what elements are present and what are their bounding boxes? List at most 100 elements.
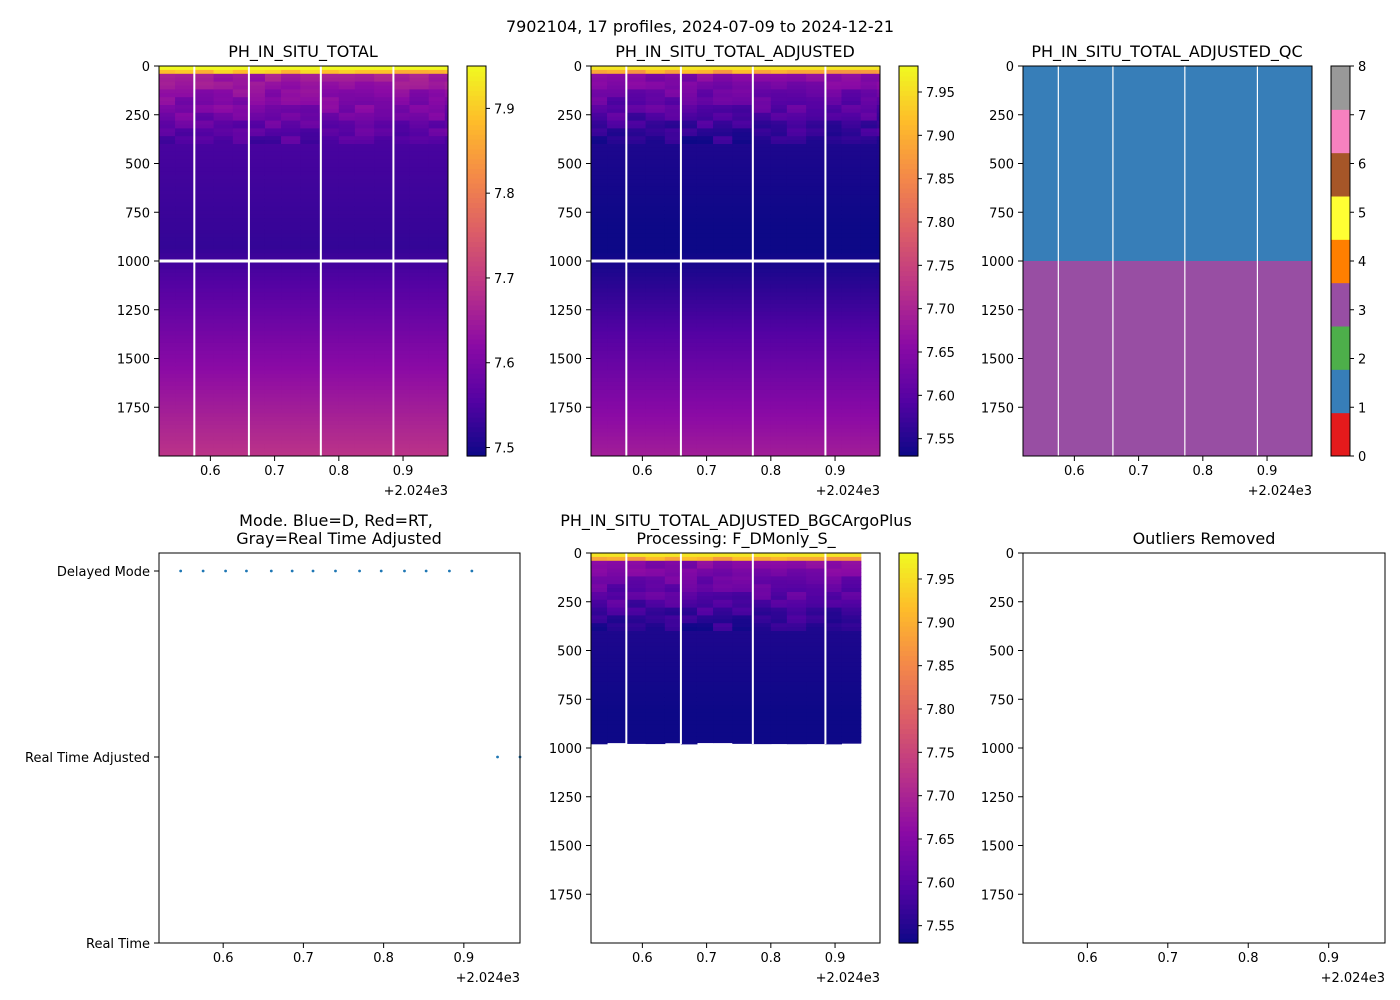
heatmap-cell [732,214,753,219]
heatmap-cell [645,288,666,293]
heatmap-cell [248,444,266,449]
heatmap-cell [319,432,340,437]
heatmap-cell [825,428,842,434]
heatmap-cell [264,144,282,149]
heatmap-cell [428,210,446,215]
heatmap-cell [786,132,807,137]
heatmap-cell [300,448,321,453]
heatmap-cell [591,623,608,628]
heatmap-cell [591,124,608,129]
heatmap-cell [338,378,356,383]
heatmap-cell [626,77,647,83]
heatmap-cell [696,268,714,274]
heatmap-cell [841,564,862,570]
heatmap-cell [591,631,608,636]
heatmap-cell [664,183,682,188]
heatmap-cell [444,194,449,200]
heatmap-cell [232,331,250,336]
heatmap-cell [409,190,430,196]
heatmap-cell [786,140,807,145]
heatmap-cell [841,374,862,379]
colorbar-tick-label: 0 [1358,450,1366,465]
heatmap-cell [213,409,234,414]
heatmap-cell [374,202,394,207]
heatmap-cell [428,335,446,340]
heatmap-cell [281,77,301,83]
heatmap-cell [338,428,356,434]
heatmap-cell [264,210,282,215]
heatmap-cell [786,677,807,683]
heatmap-cell [607,568,627,573]
heatmap-cell [664,69,682,75]
heatmap-cell [806,389,826,395]
heatmap-cell [664,323,682,328]
heatmap-cell [248,151,266,157]
heatmap-cell [645,436,666,441]
heatmap-cell [770,66,788,71]
heatmap-cell [194,323,215,328]
colorbar-segment [899,709,918,715]
heatmap-cell [806,237,826,242]
heatmap-cell [338,268,356,274]
heatmap-cell [159,307,176,313]
heatmap-cell [232,420,250,426]
heatmap-cell [591,592,608,597]
heatmap-cell [159,66,176,71]
heatmap-cell [213,93,234,98]
heatmap-cell [319,448,340,453]
colorbar-segment [467,80,486,87]
heatmap-cell [607,712,627,718]
heatmap-cell [664,673,682,679]
heatmap-cell [841,222,862,227]
heatmap-cell [213,339,234,344]
heatmap-cell [194,444,215,449]
heatmap-cell [591,397,608,402]
colorbar-segment [899,183,918,189]
heatmap-cell [428,381,446,387]
heatmap-cell [664,198,682,203]
heatmap-cell [300,147,321,153]
heatmap-cell [444,261,449,266]
heatmap-cell [732,595,753,601]
heatmap-cell [860,218,878,223]
heatmap-cell [696,116,714,122]
heatmap-cell [825,292,842,297]
heatmap-cell [591,163,608,168]
panel-ph-raw: PH_IN_SITU_TOTAL 0.6 0.7 0.8 0.9+2.024e3025… [117,42,515,499]
heatmap-cell [319,136,340,141]
heatmap-cell [354,233,375,239]
heatmap-cell [751,66,772,71]
heatmap-cell [626,167,647,172]
heatmap-cell [194,307,215,313]
heatmap-cell [876,409,881,414]
colorbar-segment [467,202,486,208]
heatmap-cell [626,697,647,702]
colorbar-segment [899,378,918,384]
heatmap-cell [248,194,266,200]
heatmap-cell [393,186,410,192]
heatmap-cell [770,222,788,227]
heatmap-cell [751,588,772,593]
heatmap-cell [232,311,250,317]
heatmap-cell [319,296,340,301]
heatmap-cell [713,728,733,733]
colorbar-segment [899,285,918,291]
heatmap-cell [645,603,666,609]
heatmap-cell [876,405,881,410]
heatmap-cell [645,319,666,324]
heatmap-cell [696,159,714,164]
x-offset-label: +2.024e3 [1321,971,1385,986]
heatmap-cell [713,183,733,188]
heatmap-cell [825,163,842,168]
heatmap-cell [248,136,266,141]
heatmap-cell [159,311,176,317]
heatmap-cell [680,210,698,215]
heatmap-cell [806,428,826,434]
heatmap-cell [281,362,301,367]
heatmap-cell [194,393,215,398]
heatmap-cell [444,346,449,352]
heatmap-cell [696,448,714,453]
heatmap-cell [645,101,666,106]
heatmap-cell [607,136,627,141]
heatmap-cell [374,389,394,395]
